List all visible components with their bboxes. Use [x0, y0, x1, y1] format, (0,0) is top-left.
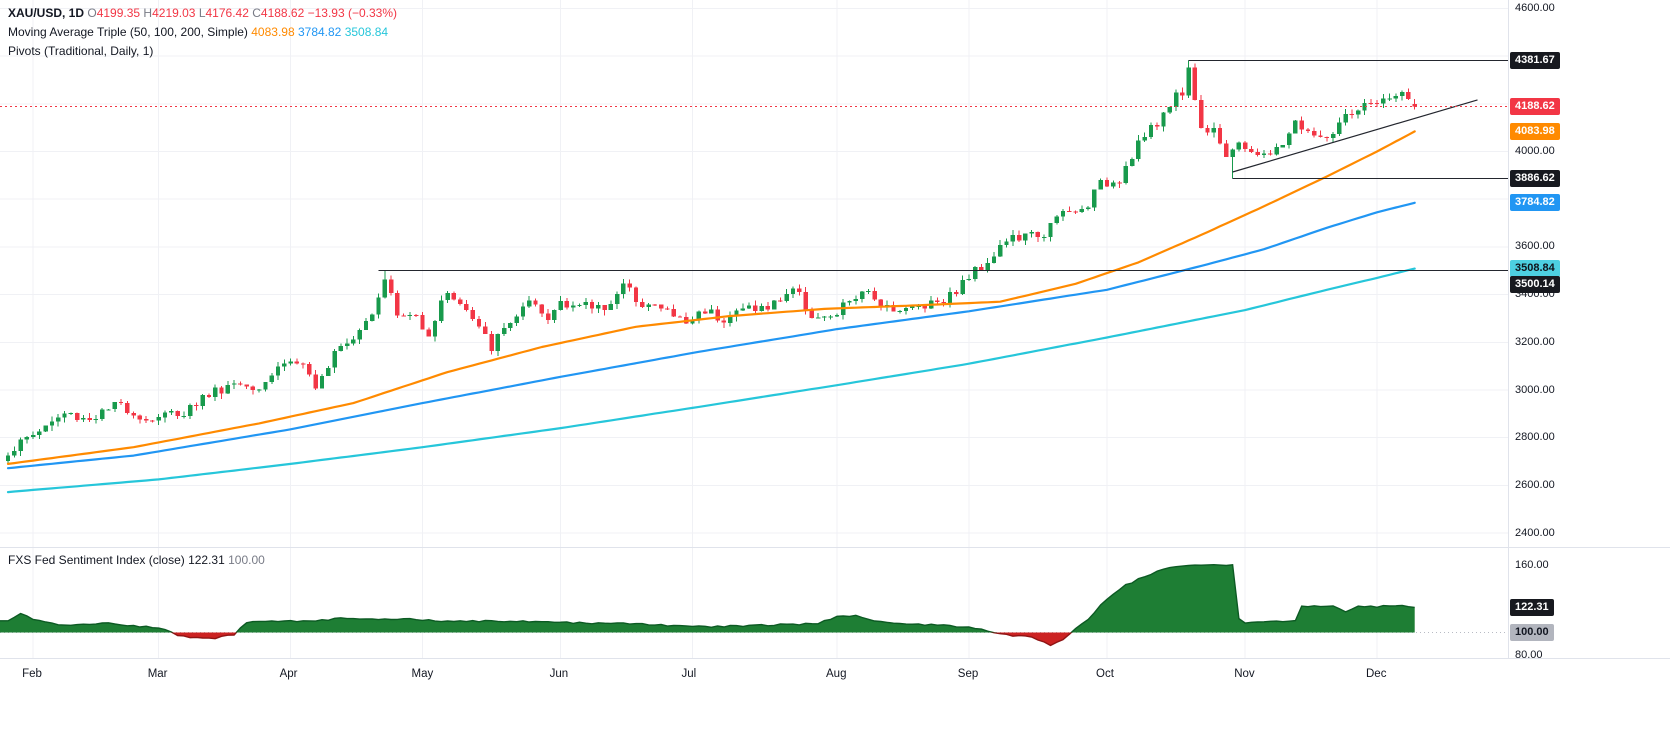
legend-row-ma-triple[interactable]: Moving Average Triple (50, 100, 200, Sim… [8, 23, 397, 42]
trendline[interactable] [1232, 99, 1478, 173]
price-badge: 3784.82 [1510, 194, 1560, 212]
time-tick-may: May [411, 668, 434, 680]
time-tick-sep: Sep [957, 668, 979, 680]
gridlines [0, 0, 1508, 658]
time-tick-mar: Mar [147, 668, 168, 680]
legend-row-sentiment[interactable]: FXS Fed Sentiment Index (close) 122.31 1… [8, 551, 265, 570]
legend-part: 4083.98 [251, 25, 298, 39]
sub-price-badge: 100.00 [1510, 624, 1554, 641]
price-axis[interactable]: 4600.00 4000.00 3600.00 3400.00 3200.00 3000.… [1508, 0, 1670, 692]
ma-line-50[interactable] [6, 130, 1416, 465]
price-tick: 2600.00 [1515, 478, 1555, 491]
time-tick-dec: Dec [1366, 668, 1387, 680]
legend-part: H [143, 6, 153, 20]
price-tick: 2400.00 [1515, 526, 1555, 539]
legend-row-symbol[interactable]: XAU/USD, 1D O4199.35 H4219.03 L4176.42 C… [8, 4, 397, 23]
price-badge: 4188.62 [1510, 98, 1560, 115]
legend-part: C [252, 6, 261, 20]
legend-part: Pivots (Traditional, Daily, 1) [8, 44, 154, 58]
price-badge: 3500.14 [1510, 276, 1560, 294]
legend-part: Moving Average Triple (50, 100, 200, Sim… [8, 25, 252, 39]
time-tick-oct: Oct [1096, 668, 1114, 680]
legend-part: 4188.62 [260, 6, 308, 20]
price-tick: 4600.00 [1515, 1, 1555, 14]
legend-part: 3784.82 [297, 25, 345, 39]
candlestick-series[interactable] [5, 60, 1417, 465]
price-badge: 4381.67 [1510, 51, 1560, 69]
legend-part: 4219.03 [152, 6, 199, 20]
sub-price-badge: 122.31 [1510, 598, 1554, 616]
time-tick-feb: Feb [22, 668, 42, 680]
price-tick: 3600.00 [1515, 240, 1555, 253]
legend-row-pivots[interactable]: Pivots (Traditional, Daily, 1) [8, 42, 397, 61]
legend-part: 4176.42 [205, 6, 253, 20]
sub-price-tick: 80.00 [1515, 648, 1543, 661]
price-badge: 3508.84 [1510, 260, 1560, 278]
legend-part: L [198, 6, 206, 20]
legend-part: 122.31 [188, 553, 229, 567]
indicator-legend: XAU/USD, 1D O4199.35 H4219.03 L4176.42 C… [8, 4, 397, 61]
sub-price-tick: 160.00 [1515, 558, 1549, 571]
time-tick-nov: Nov [1234, 668, 1255, 680]
price-badge: 4083.98 [1510, 122, 1560, 140]
legend-part: XAU/USD, 1D [8, 6, 88, 20]
sentiment-legend: FXS Fed Sentiment Index (close) 122.31 1… [8, 551, 265, 570]
legend-part: FXS Fed Sentiment Index (close) [8, 553, 189, 567]
time-tick-jul: Jul [681, 668, 697, 680]
price-tick: 4000.00 [1515, 145, 1555, 157]
ma-line-200[interactable] [6, 267, 1416, 494]
time-tick-jun: Jun [549, 668, 569, 680]
legend-part: 100.00 [228, 553, 265, 567]
price-badge: 3886.62 [1510, 170, 1560, 187]
price-tick: 3000.00 [1515, 383, 1555, 396]
legend-part: O [87, 6, 97, 20]
sentiment-area-series [0, 563, 1508, 647]
legend-part: 4199.35 [96, 6, 144, 20]
time-tick-apr: Apr [279, 668, 298, 680]
time-axis[interactable]: Feb Mar Apr May Jun Jul Aug Sep Oct Nov Dec [0, 658, 1670, 692]
price-tick: 2800.00 [1515, 431, 1555, 444]
legend-part: −13.93 (−0.33%) [307, 6, 398, 20]
price-tick: 3200.00 [1515, 335, 1555, 348]
ma-line-100[interactable] [6, 201, 1416, 470]
legend-part: 3508.84 [344, 25, 389, 39]
time-tick-aug: Aug [826, 668, 847, 680]
